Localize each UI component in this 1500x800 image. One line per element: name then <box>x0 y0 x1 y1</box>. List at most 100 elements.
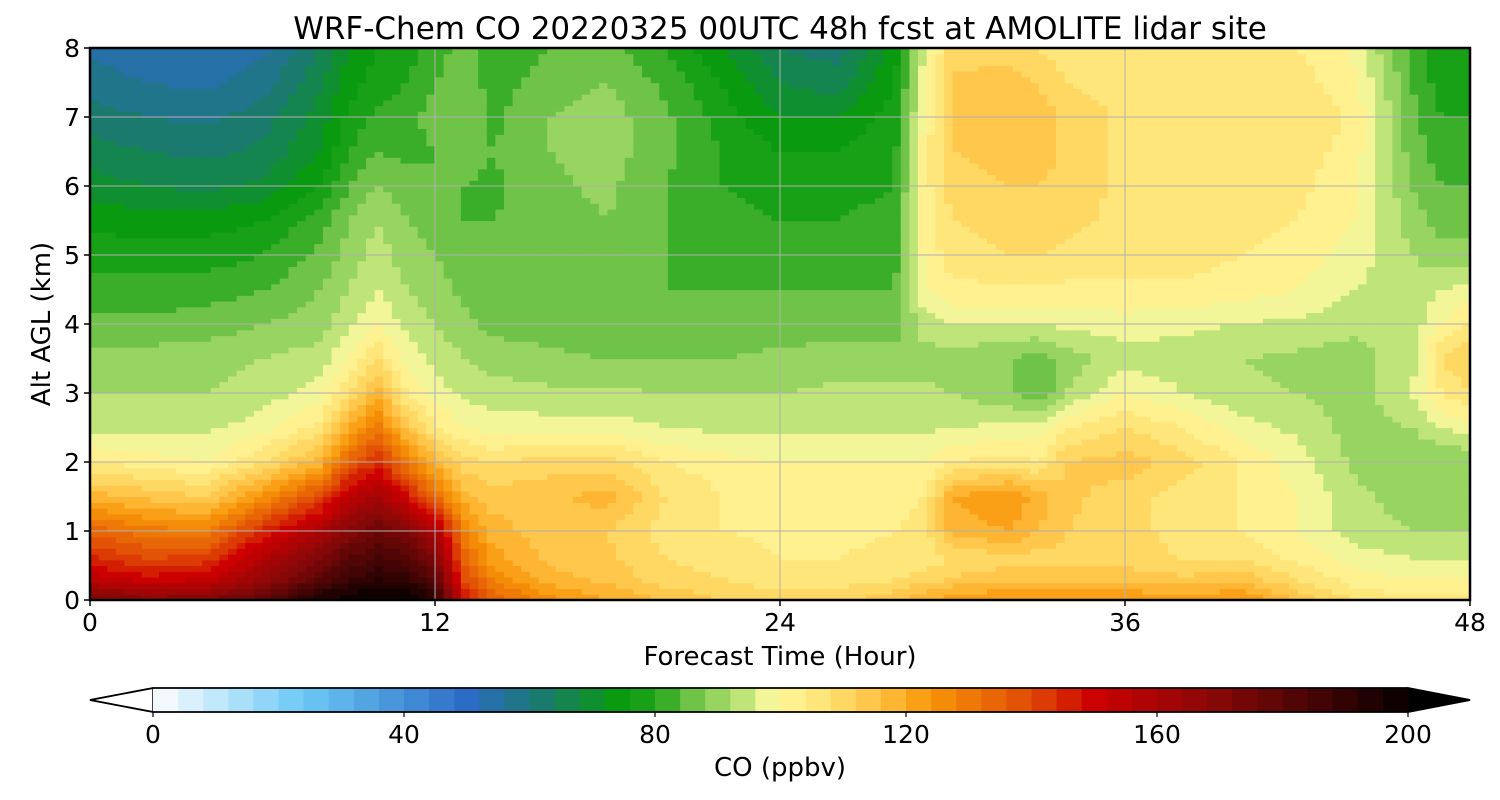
heatmap-cell <box>219 490 229 498</box>
heatmap-cell <box>115 508 126 515</box>
heatmap-cell <box>1409 439 1419 446</box>
heatmap-cell <box>780 519 790 526</box>
heatmap-cell <box>952 479 962 486</box>
heatmap-cell <box>1401 565 1411 572</box>
heatmap-cell <box>1125 588 1135 595</box>
heatmap-cell <box>150 571 160 578</box>
heatmap-cell <box>184 444 195 452</box>
heatmap-cell <box>1194 496 1204 503</box>
heatmap-cell <box>1004 559 1014 567</box>
heatmap-cell <box>1263 467 1273 475</box>
heatmap-cell <box>659 594 669 600</box>
heatmap-cell <box>1306 479 1316 486</box>
heatmap-cell <box>598 525 609 532</box>
heatmap-cell <box>1185 439 1195 446</box>
heatmap-cell <box>650 490 660 498</box>
heatmap-cell <box>90 502 100 509</box>
heatmap-cell <box>1202 496 1212 503</box>
heatmap-cell <box>1073 421 1083 429</box>
heatmap-cell <box>978 473 988 480</box>
heatmap-cell <box>219 508 229 515</box>
heatmap-cell <box>253 508 264 515</box>
heatmap-cell <box>1219 536 1230 544</box>
heatmap-cell <box>141 502 151 509</box>
heatmap-cell <box>90 559 100 567</box>
heatmap-cell <box>1271 427 1281 434</box>
heatmap-cell <box>236 536 246 544</box>
heatmap-cell <box>1366 577 1376 584</box>
heatmap-cell <box>788 588 798 595</box>
heatmap-cell <box>1228 490 1238 498</box>
heatmap-cell <box>1176 450 1186 457</box>
heatmap-cell <box>383 531 393 538</box>
heatmap-cell <box>504 548 514 555</box>
heatmap-cell <box>547 421 557 429</box>
heatmap-cell <box>745 450 755 457</box>
heatmap-cell <box>555 559 565 567</box>
heatmap-cell <box>288 473 298 480</box>
heatmap-cell <box>486 565 496 572</box>
heatmap-cell <box>115 439 126 446</box>
heatmap-cell <box>1038 565 1048 572</box>
heatmap-cell <box>969 519 979 526</box>
heatmap-cell <box>702 554 712 561</box>
heatmap-cell <box>322 582 333 590</box>
heatmap-cell <box>1038 548 1048 555</box>
heatmap-cell <box>702 427 712 434</box>
heatmap-cell <box>667 519 678 526</box>
heatmap-cell <box>1237 508 1247 515</box>
heatmap-cell <box>1254 571 1264 578</box>
heatmap-cell <box>849 490 859 498</box>
heatmap-cell <box>279 542 289 549</box>
heatmap-cell <box>573 502 583 509</box>
heatmap-cell <box>754 519 764 526</box>
heatmap-cell <box>1099 473 1109 480</box>
heatmap-cell <box>538 502 548 509</box>
heatmap-cell <box>1185 542 1195 549</box>
heatmap-cell <box>159 588 169 595</box>
heatmap-cell <box>1185 508 1195 515</box>
heatmap-cell <box>581 577 591 584</box>
heatmap-cell <box>236 450 246 457</box>
heatmap-cell <box>443 479 453 486</box>
heatmap-cell <box>176 542 186 549</box>
heatmap-cell <box>1219 485 1230 492</box>
heatmap-cell <box>1254 502 1264 509</box>
heatmap-cell <box>141 536 151 544</box>
heatmap-cell <box>555 450 565 457</box>
heatmap-cell <box>210 444 220 452</box>
heatmap-cell <box>1133 577 1143 584</box>
heatmap-cell <box>150 502 160 509</box>
heatmap-cell <box>1030 467 1040 475</box>
heatmap-cell <box>366 588 376 595</box>
heatmap-cell <box>1125 571 1135 578</box>
heatmap-cell <box>435 444 445 452</box>
heatmap-cell <box>435 479 445 486</box>
heatmap-cell <box>1038 542 1048 549</box>
heatmap-cell <box>771 450 781 457</box>
heatmap-cell <box>995 473 1005 480</box>
heatmap-cell <box>1323 542 1333 549</box>
heatmap-cell <box>538 456 548 463</box>
heatmap-cell <box>1228 502 1238 509</box>
heatmap-cell <box>469 444 479 452</box>
heatmap-cell <box>771 502 781 509</box>
heatmap-cell <box>279 513 289 521</box>
heatmap-cell <box>892 473 902 480</box>
heatmap-cell <box>1081 542 1092 549</box>
heatmap-cell <box>650 479 660 486</box>
heatmap-cell <box>581 513 591 521</box>
heatmap-cell <box>1306 565 1316 572</box>
heatmap-cell <box>969 496 979 503</box>
heatmap-cell <box>1288 490 1299 498</box>
heatmap-cell <box>1306 531 1316 538</box>
heatmap-cell <box>780 536 790 544</box>
heatmap-cell <box>1357 513 1368 521</box>
heatmap-cell <box>883 508 893 515</box>
heatmap-cell <box>676 513 686 521</box>
heatmap-cell <box>1194 467 1204 475</box>
heatmap-cell <box>642 450 652 457</box>
heatmap-cell <box>1176 485 1186 492</box>
heatmap-cell <box>797 594 807 600</box>
heatmap-cell <box>366 548 376 555</box>
